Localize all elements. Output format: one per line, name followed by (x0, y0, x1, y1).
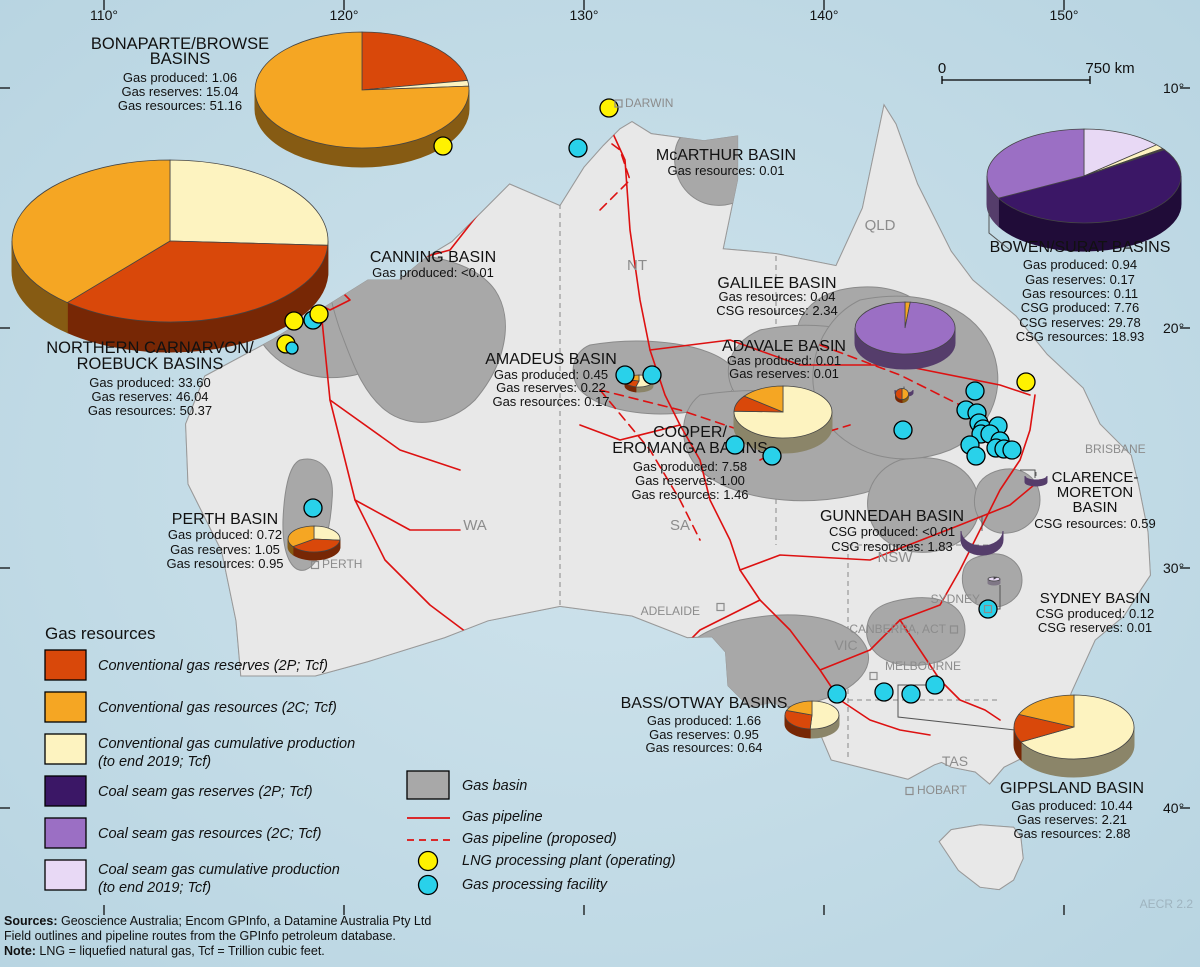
svg-text:Gas resources: 0.11: Gas resources: 0.11 (1022, 286, 1138, 301)
svg-text:LNG processing plant (operatin: LNG processing plant (operating) (462, 853, 676, 869)
svg-text:0: 0 (938, 60, 946, 77)
svg-text:CSG resources: 2.34: CSG resources: 2.34 (716, 303, 837, 318)
svg-text:CANBERRA, ACT: CANBERRA, ACT (849, 622, 946, 636)
svg-text:Gas basin: Gas basin (462, 778, 527, 794)
svg-text:ADELAIDE: ADELAIDE (641, 604, 700, 618)
svg-text:140°: 140° (810, 7, 839, 23)
svg-text:Gas resources: 51.16: Gas resources: 51.16 (118, 98, 242, 113)
svg-text:20°: 20° (1163, 320, 1184, 336)
svg-text:40°: 40° (1163, 800, 1184, 816)
svg-text:CSG reserves: 0.01: CSG reserves: 0.01 (1038, 620, 1152, 635)
svg-text:McARTHUR BASIN: McARTHUR BASIN (656, 147, 796, 164)
svg-text:HOBART: HOBART (917, 783, 967, 797)
svg-text:NSW: NSW (878, 549, 914, 566)
svg-text:CSG produced: 7.76: CSG produced: 7.76 (1021, 300, 1140, 315)
svg-text:Conventional gas resources (2C: Conventional gas resources (2C; Tcf) (98, 700, 337, 716)
svg-text:Note: LNG = liquefied natural: Note: LNG = liquefied natural gas, Tcf =… (4, 944, 325, 958)
svg-text:Gas pipeline: Gas pipeline (462, 809, 543, 825)
svg-text:Gas produced: 10.44: Gas produced: 10.44 (1011, 798, 1132, 813)
svg-text:SYDNEY BASIN: SYDNEY BASIN (1040, 590, 1151, 607)
svg-text:CSG reserves: 29.78: CSG reserves: 29.78 (1019, 315, 1140, 330)
svg-text:EROMANGA BASINS: EROMANGA BASINS (612, 440, 768, 457)
svg-text:QLD: QLD (865, 217, 896, 234)
svg-text:10°: 10° (1163, 80, 1184, 96)
svg-text:Gas produced: 0.94: Gas produced: 0.94 (1023, 257, 1137, 272)
svg-text:TAS: TAS (942, 753, 968, 769)
svg-text:Field outlines and pipeline ro: Field outlines and pipeline routes from … (4, 929, 396, 943)
svg-text:ROEBUCK BASINS: ROEBUCK BASINS (77, 355, 224, 373)
svg-text:BASINS: BASINS (150, 50, 211, 68)
svg-text:GUNNEDAH BASIN: GUNNEDAH BASIN (820, 508, 964, 525)
svg-text:Gas reserves: 0.01: Gas reserves: 0.01 (729, 366, 839, 381)
svg-text:110°: 110° (90, 7, 118, 23)
svg-text:SYDNEY: SYDNEY (931, 592, 980, 606)
svg-text:Gas produced: 33.60: Gas produced: 33.60 (89, 375, 210, 390)
svg-text:Gas reserves: 1.00: Gas reserves: 1.00 (635, 473, 745, 488)
svg-text:Gas produced: 0.72: Gas produced: 0.72 (168, 527, 282, 542)
svg-text:Gas reserves: 46.04: Gas reserves: 46.04 (91, 389, 208, 404)
svg-text:MELBOURNE: MELBOURNE (885, 659, 961, 673)
svg-text:Gas pipeline (proposed): Gas pipeline (proposed) (462, 831, 617, 847)
svg-text:Gas resources: 0.17: Gas resources: 0.17 (492, 394, 609, 409)
svg-text:Gas resources: 1.46: Gas resources: 1.46 (631, 487, 748, 502)
svg-text:Coal seam gas resources (2C; T: Coal seam gas resources (2C; Tcf) (98, 826, 322, 842)
svg-text:DARWIN: DARWIN (625, 96, 673, 110)
svg-text:BASIN: BASIN (1072, 499, 1117, 516)
svg-text:COOPER/: COOPER/ (653, 424, 727, 441)
svg-text:Gas resources: 0.04: Gas resources: 0.04 (718, 289, 835, 304)
svg-text:Gas produced: 1.66: Gas produced: 1.66 (647, 713, 761, 728)
svg-text:GIPPSLAND BASIN: GIPPSLAND BASIN (1000, 780, 1144, 797)
svg-text:Gas reserves: 0.17: Gas reserves: 0.17 (1025, 272, 1135, 287)
svg-text:Gas produced: <0.01: Gas produced: <0.01 (372, 265, 494, 280)
svg-text:Gas produced: 1.06: Gas produced: 1.06 (123, 70, 237, 85)
svg-text:130°: 130° (570, 7, 599, 23)
svg-text:Sources: Geoscience Australia;: Sources: Geoscience Australia; Encom GPI… (4, 914, 431, 928)
svg-text:BASS/OTWAY BASINS: BASS/OTWAY BASINS (621, 695, 788, 712)
svg-text:CSG resources: 0.59: CSG resources: 0.59 (1034, 516, 1155, 531)
svg-text:(to end 2019; Tcf): (to end 2019; Tcf) (98, 754, 211, 770)
svg-text:750 km: 750 km (1085, 60, 1134, 77)
svg-text:Gas resources: 0.95: Gas resources: 0.95 (166, 556, 283, 571)
svg-text:NT: NT (627, 257, 647, 274)
svg-text:Conventional gas reserves (2P;: Conventional gas reserves (2P; Tcf) (98, 658, 328, 674)
svg-text:Gas resources: 0.64: Gas resources: 0.64 (645, 740, 762, 755)
svg-text:WA: WA (463, 517, 487, 534)
svg-text:Gas processing facility: Gas processing facility (462, 877, 608, 893)
svg-text:AMADEUS BASIN: AMADEUS BASIN (485, 351, 617, 368)
svg-text:Gas resources: 0.01: Gas resources: 0.01 (667, 163, 784, 178)
svg-text:Gas reserves: 0.22: Gas reserves: 0.22 (496, 380, 606, 395)
svg-text:Gas resources: 2.88: Gas resources: 2.88 (1013, 826, 1130, 841)
svg-text:CSG resources: 18.93: CSG resources: 18.93 (1016, 329, 1145, 344)
svg-text:Coal seam gas reserves (2P; Tc: Coal seam gas reserves (2P; Tcf) (98, 784, 313, 800)
svg-text:Gas reserves: 15.04: Gas reserves: 15.04 (121, 84, 238, 99)
svg-text:Gas resources: Gas resources (45, 624, 156, 643)
svg-text:PERTH: PERTH (322, 557, 362, 571)
svg-text:Coal seam gas cumulative produ: Coal seam gas cumulative production (98, 862, 340, 878)
svg-text:BRISBANE: BRISBANE (1085, 442, 1146, 456)
svg-text:BOWEN/SURAT BASINS: BOWEN/SURAT BASINS (990, 239, 1171, 256)
svg-text:PERTH BASIN: PERTH BASIN (172, 511, 278, 528)
svg-text:AECR 2.2: AECR 2.2 (1140, 897, 1194, 911)
svg-text:Conventional gas cumulative pr: Conventional gas cumulative production (98, 736, 355, 752)
svg-text:CSG produced: <0.01: CSG produced: <0.01 (829, 524, 955, 539)
svg-text:CANNING BASIN: CANNING BASIN (370, 249, 496, 266)
svg-text:Gas resources: 50.37: Gas resources: 50.37 (88, 403, 212, 418)
svg-text:(to end 2019; Tcf): (to end 2019; Tcf) (98, 880, 211, 896)
svg-text:Gas reserves: 2.21: Gas reserves: 2.21 (1017, 812, 1127, 827)
svg-text:Gas produced: 7.58: Gas produced: 7.58 (633, 459, 747, 474)
svg-text:Gas reserves: 1.05: Gas reserves: 1.05 (170, 542, 280, 557)
svg-text:150°: 150° (1050, 7, 1079, 23)
svg-text:120°: 120° (330, 7, 359, 23)
svg-text:CSG produced: 0.12: CSG produced: 0.12 (1036, 606, 1155, 621)
svg-text:30°: 30° (1163, 560, 1184, 576)
svg-text:VIC: VIC (834, 637, 857, 653)
svg-text:SA: SA (670, 517, 690, 534)
